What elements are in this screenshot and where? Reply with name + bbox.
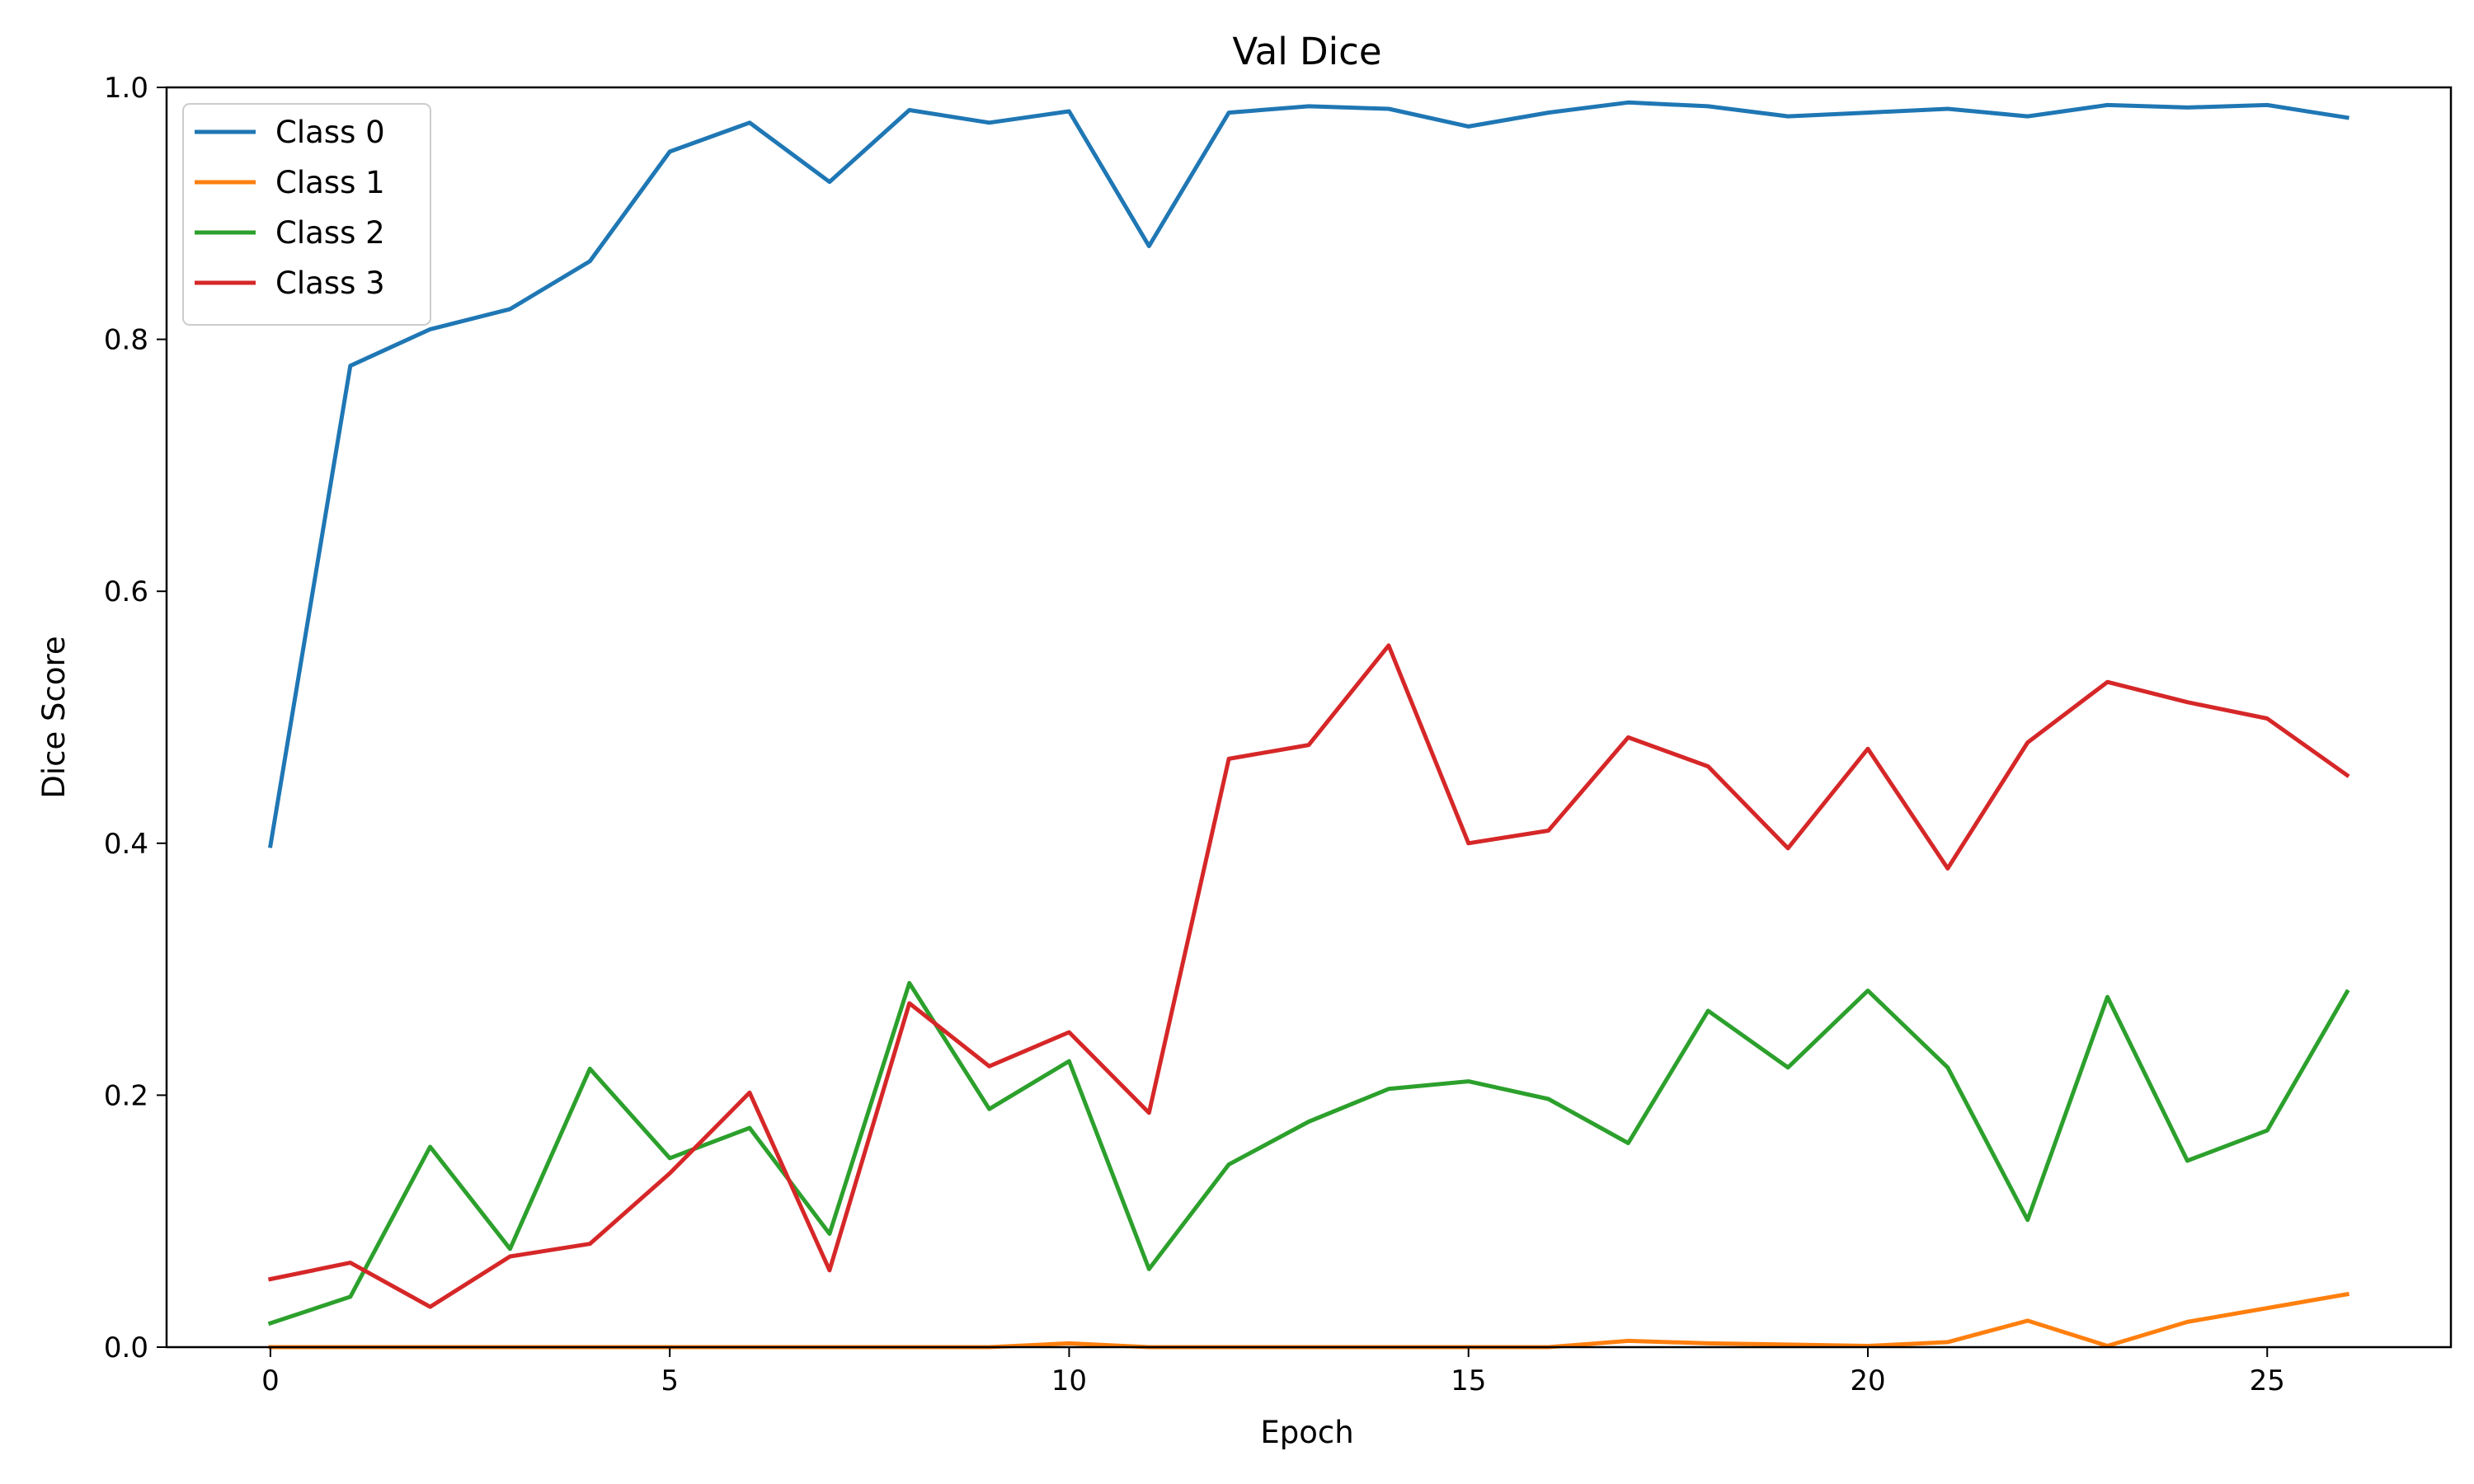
x-axis: 0 5 10 15 20 25	[261, 1347, 2285, 1397]
x-tick-label: 25	[2250, 1364, 2285, 1397]
x-axis-label: Epoch	[1260, 1415, 1353, 1450]
x-tick-label: 5	[661, 1364, 679, 1397]
legend: Class 0 Class 1 Class 2 Class 3	[182, 103, 431, 326]
legend-label-class-3: Class 3	[275, 265, 385, 301]
y-axis: 0.0 0.2 0.4 0.6 0.8 1.0	[104, 72, 167, 1364]
y-tick-label: 0.4	[104, 828, 148, 861]
x-tick-label: 0	[261, 1364, 280, 1397]
y-tick-label: 0.0	[104, 1331, 148, 1364]
y-axis-label: Dice Score	[36, 636, 72, 798]
y-tick-label: 0.8	[104, 324, 148, 357]
y-tick-label: 0.6	[104, 575, 148, 608]
series-line-class-2	[267, 980, 2350, 1327]
plot-frame	[165, 86, 2453, 1349]
y-tick-label: 1.0	[104, 72, 148, 105]
y-tick-label: 0.2	[104, 1079, 148, 1112]
series-line-class-3	[267, 643, 2350, 1309]
series-line-class-0	[268, 100, 2349, 848]
legend-label-class-2: Class 2	[275, 215, 385, 251]
legend-label-class-0: Class 0	[275, 115, 385, 150]
chart-title: Val Dice	[1232, 30, 1381, 73]
legend-label-class-1: Class 1	[275, 165, 385, 200]
x-tick-label: 10	[1051, 1364, 1087, 1397]
legend-box	[182, 103, 431, 326]
x-tick-label: 20	[1850, 1364, 1885, 1397]
x-tick-label: 15	[1451, 1364, 1486, 1397]
